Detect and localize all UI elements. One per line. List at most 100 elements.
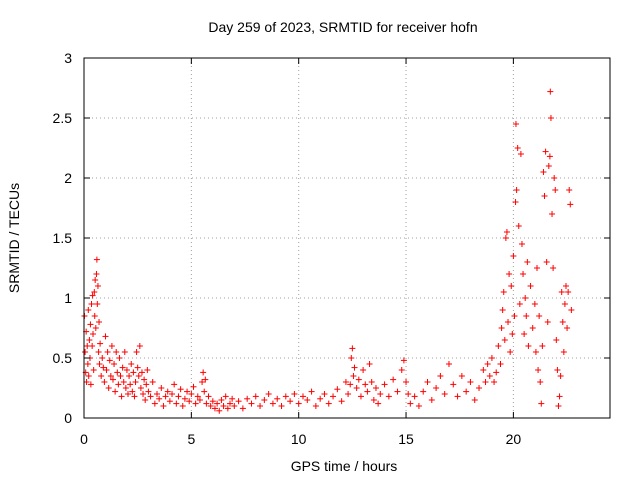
data-point — [265, 391, 272, 397]
data-point — [523, 313, 530, 319]
data-point — [235, 398, 242, 405]
data-point — [345, 391, 352, 397]
data-point — [126, 373, 133, 379]
data-point — [555, 403, 562, 409]
data-point — [99, 355, 106, 361]
data-point — [495, 343, 502, 349]
data-point — [534, 265, 541, 271]
data-point — [415, 403, 422, 409]
data-point — [515, 223, 522, 229]
data-point — [145, 388, 152, 395]
data-point — [95, 349, 102, 355]
data-point — [321, 391, 328, 397]
data-point — [484, 361, 491, 367]
data-point — [90, 331, 97, 337]
data-point — [103, 367, 110, 373]
data-point — [134, 364, 141, 371]
data-point — [222, 393, 229, 400]
data-point — [158, 385, 165, 391]
data-point — [482, 379, 489, 385]
data-point — [539, 343, 546, 349]
data-point — [105, 385, 112, 391]
data-point — [205, 393, 212, 400]
data-point — [476, 385, 483, 391]
data-point — [564, 325, 571, 331]
data-point — [518, 241, 525, 247]
data-point — [169, 391, 176, 397]
data-point — [531, 301, 538, 307]
data-point — [83, 379, 90, 385]
y-axis-tick-labels: 0 0.5 1 1.5 2 2.5 3 — [53, 50, 73, 426]
data-point — [509, 331, 516, 337]
data-point — [486, 373, 493, 379]
data-point — [123, 367, 130, 373]
y-tick-label: 1 — [64, 290, 72, 306]
data-point — [94, 283, 101, 289]
data-point — [92, 277, 99, 283]
data-point — [506, 271, 513, 277]
data-point — [381, 381, 388, 388]
data-point — [554, 367, 561, 373]
data-point — [118, 393, 125, 400]
x-axis-label: GPS time / hours — [291, 458, 398, 474]
data-point — [136, 343, 143, 349]
data-point — [218, 397, 225, 403]
data-point — [567, 201, 574, 208]
data-point — [88, 301, 95, 307]
data-point — [209, 398, 216, 405]
data-point — [98, 373, 105, 379]
data-point — [140, 391, 147, 397]
data-point — [547, 88, 554, 95]
x-tick-label: 10 — [291, 431, 307, 447]
data-point — [325, 400, 332, 407]
data-point — [491, 379, 498, 385]
data-point — [129, 388, 136, 395]
data-point — [144, 367, 151, 373]
data-point — [141, 376, 148, 383]
data-point — [355, 376, 362, 383]
data-point — [349, 345, 356, 352]
data-point — [85, 307, 92, 313]
data-point — [89, 343, 96, 349]
axis-ticks — [83, 57, 610, 419]
data-point — [549, 211, 556, 217]
data-point — [282, 393, 289, 400]
data-point — [229, 395, 236, 402]
data-point — [308, 388, 315, 395]
data-point — [357, 393, 364, 400]
data-point — [544, 319, 551, 325]
data-point — [108, 343, 115, 349]
data-point — [147, 393, 154, 400]
data-point — [545, 163, 552, 169]
data-point — [100, 364, 107, 371]
data-point — [216, 407, 223, 414]
data-point — [480, 367, 487, 373]
data-point — [179, 403, 186, 409]
data-point — [192, 400, 199, 407]
data-point — [488, 355, 495, 361]
data-point — [86, 337, 93, 343]
data-point — [525, 343, 532, 349]
data-point — [96, 319, 103, 325]
data-point — [420, 388, 427, 395]
data-point — [130, 369, 137, 376]
data-point — [375, 400, 382, 407]
data-point — [502, 235, 509, 241]
y-tick-label: 1.5 — [53, 230, 73, 246]
data-point — [207, 403, 214, 409]
data-point — [97, 340, 104, 347]
data-point — [85, 373, 92, 379]
data-point — [186, 398, 193, 405]
data-point — [385, 393, 392, 400]
data-point — [202, 376, 209, 383]
data-point — [162, 393, 169, 400]
data-point — [220, 403, 227, 409]
data-point — [538, 400, 545, 407]
plot-frame — [83, 57, 611, 419]
data-point — [405, 391, 412, 397]
data-point — [550, 265, 557, 271]
data-point — [171, 381, 178, 388]
data-point — [190, 383, 197, 390]
data-point — [541, 193, 548, 199]
data-point — [116, 355, 123, 361]
